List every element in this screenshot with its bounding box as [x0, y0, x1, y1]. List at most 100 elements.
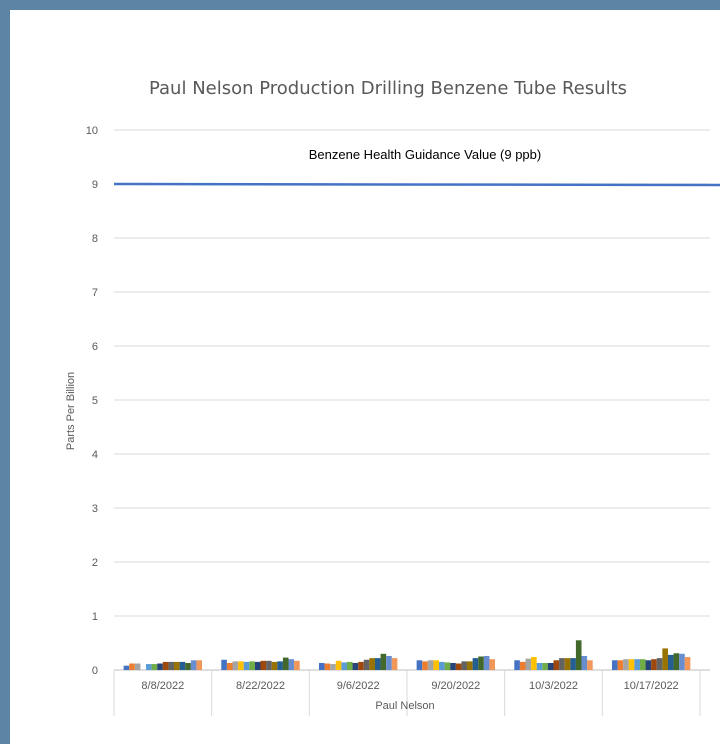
bar [679, 653, 685, 670]
bar [134, 663, 141, 670]
bar [162, 661, 169, 670]
bar [123, 665, 130, 670]
bar [288, 659, 295, 670]
y-tick-label: 8 [92, 233, 98, 245]
bar [439, 661, 445, 670]
bar [639, 659, 646, 670]
bar [673, 653, 680, 670]
bar [254, 661, 261, 670]
bar [335, 660, 342, 670]
bar [238, 661, 244, 670]
bar [422, 661, 428, 670]
bar [611, 660, 618, 670]
bar [461, 661, 468, 670]
bar [656, 658, 663, 670]
bar [467, 661, 473, 670]
y-tick-label: 0 [92, 665, 98, 677]
bar [168, 661, 175, 670]
guidance-value-label: Benzene Health Guidance Value (9 ppb) [309, 147, 541, 162]
x-axis-frame [113, 670, 701, 716]
bar [324, 663, 331, 670]
bar [318, 662, 325, 670]
y-axis-title: Parts Per Billion [65, 372, 77, 450]
bar [478, 656, 484, 670]
bar [489, 659, 496, 670]
bar [525, 658, 532, 670]
y-tick-label: 10 [86, 125, 98, 137]
y-tick-label: 6 [92, 341, 98, 353]
bar [190, 660, 197, 670]
bar [391, 658, 398, 670]
bar [645, 660, 652, 670]
bar [617, 660, 624, 670]
bar [628, 659, 635, 670]
bar [553, 660, 560, 670]
x-tick-label: 8/8/2022 [141, 680, 184, 692]
bar [266, 660, 272, 670]
bar [358, 661, 364, 670]
y-tick-label: 2 [92, 557, 98, 569]
bar [374, 658, 381, 670]
bar [684, 657, 691, 670]
bar [380, 653, 387, 670]
bar [581, 655, 588, 670]
y-tick-label: 9 [92, 179, 98, 191]
bar [221, 659, 227, 670]
x-axis-title: Paul Nelson [375, 700, 434, 712]
y-tick-label: 7 [92, 287, 98, 299]
bar [226, 662, 233, 670]
bar [129, 663, 135, 670]
bar [346, 661, 353, 670]
bar [483, 655, 490, 670]
x-tick-labels: 8/8/2022 8/22/2022 9/6/2022 9/20/2022 10/3/2… [141, 680, 678, 692]
bar [232, 661, 239, 670]
x-tick-label: 8/22/2022 [236, 680, 285, 692]
bar [416, 660, 423, 670]
chart-title: Paul Nelson Production Drilling Benzene … [149, 78, 627, 99]
bar [450, 662, 456, 670]
benzene-bar-chart: Paul Nelson Production Drilling Benzene … [65, 78, 720, 716]
bar [472, 658, 479, 670]
bar [455, 663, 462, 670]
x-tick-label: 9/20/2022 [431, 680, 480, 692]
bar [243, 661, 250, 670]
bar [294, 660, 300, 670]
gridlines [114, 129, 710, 671]
bar [282, 657, 289, 670]
bar [277, 661, 283, 670]
bar [151, 664, 158, 670]
bar [196, 660, 203, 670]
bar [260, 660, 267, 670]
bar [651, 659, 657, 670]
bar [514, 660, 520, 670]
bar [185, 662, 191, 670]
y-tick-label: 4 [92, 449, 98, 461]
bar [179, 661, 186, 670]
bar [271, 661, 278, 670]
guidance-value-line [113, 182, 720, 187]
bar [542, 662, 548, 670]
bar [386, 655, 392, 670]
bar [531, 657, 537, 670]
bar [330, 664, 336, 670]
x-tick-label: 10/17/2022 [624, 680, 679, 692]
chart-panel: Paul Nelson Production Drilling Benzene … [10, 10, 720, 744]
bar [559, 658, 565, 670]
bar [623, 659, 629, 670]
x-tick-label: 9/6/2022 [337, 680, 380, 692]
bar [662, 648, 668, 670]
bar [444, 662, 451, 670]
bar [249, 661, 255, 670]
bar [352, 662, 359, 670]
x-tick-label: 10/3/2022 [529, 680, 578, 692]
bar [536, 662, 543, 670]
bar [146, 664, 152, 670]
bar [157, 663, 163, 670]
bar [363, 659, 370, 670]
bar [564, 658, 571, 670]
bar [341, 662, 347, 670]
y-tick-labels: 0 1 2 3 4 5 6 7 8 9 10 [86, 125, 98, 677]
y-tick-label: 3 [92, 503, 98, 515]
bar [174, 661, 180, 670]
bar [369, 658, 375, 670]
